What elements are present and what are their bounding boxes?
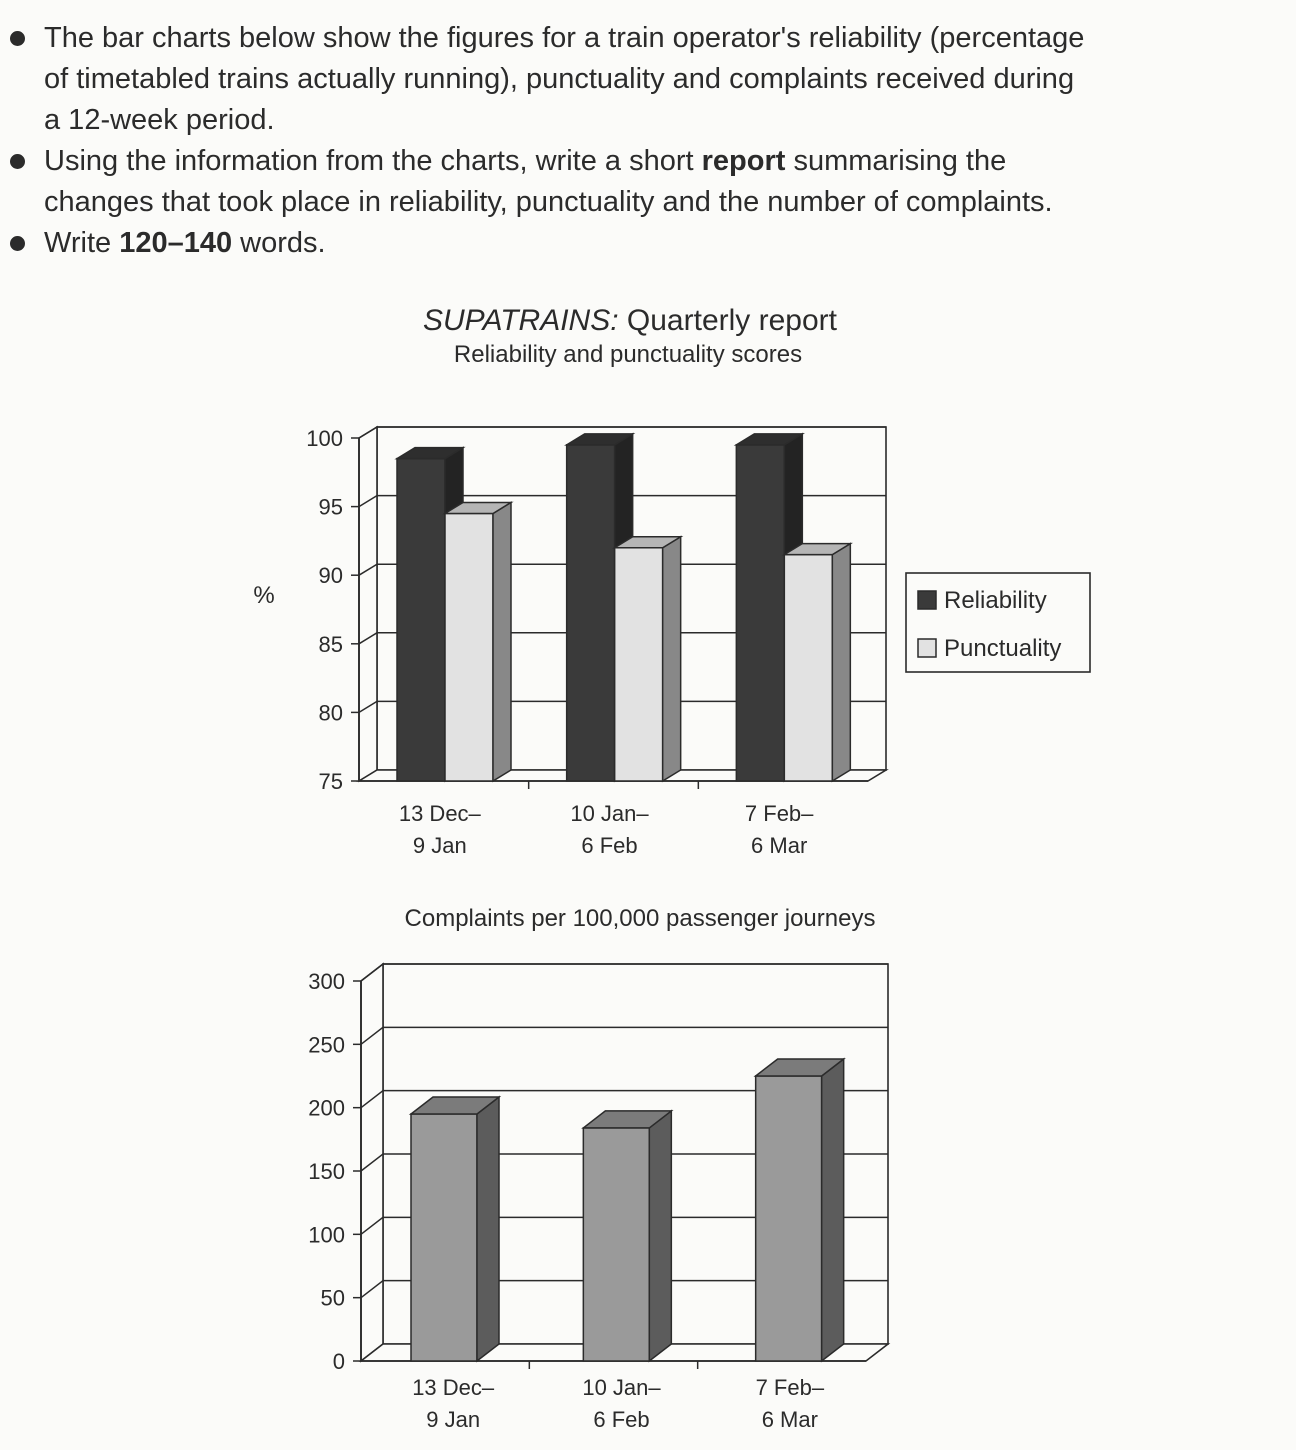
chart1-bar-reliability-front	[565, 444, 616, 782]
chart1-subtitle: Reliability and punctuality scores	[454, 341, 802, 368]
chart1-gridline	[358, 494, 886, 508]
chart2-xtick-label: 13 Dec–	[412, 1375, 495, 1400]
chart2-ytick-label: 150	[308, 1159, 345, 1184]
chart1-ytick-label: 80	[319, 700, 343, 725]
chart1-gridline	[358, 700, 886, 714]
chart1-bar-punctuality-top	[442, 501, 514, 515]
chart2-ytick-label: 0	[333, 1349, 345, 1374]
chart2-gridline	[360, 1279, 888, 1299]
chart2-ytick-label: 50	[321, 1286, 345, 1311]
chart1-side-wall	[358, 425, 378, 783]
bullet-icon	[10, 236, 25, 251]
chart1-bar-punctuality-front	[613, 547, 664, 782]
chart1-bar-punctuality-front	[444, 512, 494, 782]
chart2-bar-complaints-front	[582, 1127, 651, 1362]
chart2-plot: 300 250 200 150 100 50 0 13 Dec– 9 Jan 10 Jan– 6 F…	[308, 962, 891, 1432]
chart2-bar-complaints-side	[648, 1109, 673, 1363]
chart1-bar-punctuality-front	[783, 553, 834, 782]
chart1-bar-reliability-front	[735, 444, 786, 782]
chart2-ytick-label: 200	[308, 1096, 345, 1121]
chart1-bar-punctuality-side	[492, 501, 512, 783]
chart1-bar-punctuality-side	[661, 535, 682, 783]
chart2-title: Complaints per 100,000 passenger journey…	[405, 905, 876, 932]
chart2-xtick-label: 6 Feb	[593, 1407, 649, 1432]
chart2-xtick-label: 10 Jan–	[582, 1375, 661, 1400]
chart2-bar-complaints-top	[753, 1058, 846, 1077]
chart1-xtick-label: 6 Mar	[751, 833, 807, 858]
chart1-ylabel: %	[253, 582, 274, 609]
chart2-bar-complaints-top	[581, 1110, 674, 1129]
chart2-gridline	[360, 1089, 888, 1109]
chart1-gridline	[358, 563, 886, 576]
chart1-legend-label: Punctuality	[944, 635, 1061, 662]
chart1-xtick-label: 13 Dec–	[399, 801, 482, 826]
instruction-3: Write 120–140 words.	[0, 223, 1296, 264]
chart1-bar-punctuality-top	[612, 536, 684, 549]
chart1-legend-swatch-reliability	[917, 590, 937, 610]
chart2-bar-complaints-front	[754, 1075, 823, 1362]
instruction-2: Using the information from the charts, w…	[0, 141, 1296, 223]
chart2-ytick-label: 300	[308, 969, 345, 994]
chart1-bar-reliability-top	[733, 433, 805, 446]
chart2-xtick-label: 7 Feb–	[756, 1375, 825, 1400]
chart2-bar-complaints-top	[408, 1096, 502, 1115]
bullet-icon	[10, 31, 25, 46]
chart1-xtick-label: 7 Feb–	[745, 801, 814, 826]
chart1-bar-punctuality-top	[781, 542, 853, 556]
chart2-ytick-label: 100	[308, 1222, 345, 1247]
chart1-xtick-label: 6 Feb	[581, 833, 637, 858]
chart1-bar-reliability-top	[394, 446, 466, 460]
chart1-plot: 100 95 90 85 80 75 13 Dec– 9 Jan 10 Jan– 6 Feb 7 F…	[306, 425, 1091, 858]
chart2-gridline	[360, 1153, 888, 1172]
chart2-xtick-label: 6 Mar	[762, 1407, 818, 1432]
chart1-bar-punctuality-side	[831, 542, 852, 783]
chart1-xtick-label: 10 Jan–	[570, 801, 649, 826]
chart1-legend-label: Reliability	[944, 587, 1047, 614]
chart1-gridline	[358, 426, 886, 439]
chart2-xtick-label: 9 Jan	[426, 1407, 480, 1432]
chart2-ytick-label: 250	[308, 1032, 345, 1057]
chart2-gridline	[360, 1216, 888, 1235]
chart2-bar-complaints-side	[820, 1057, 845, 1363]
chart2-gridline	[360, 1026, 888, 1045]
instruction-1: The bar charts below show the figures fo…	[0, 18, 1296, 141]
chart1-title: SUPATRAINS: Quarterly report	[423, 304, 838, 337]
chart1-bar-reliability-front	[396, 457, 446, 782]
chart1-xtick-label: 9 Jan	[413, 833, 467, 858]
chart2-bar-complaints-side	[476, 1095, 500, 1363]
chart1-ytick-label: 90	[319, 563, 343, 588]
chart2-bar-complaints-front	[410, 1113, 478, 1362]
chart1-bar-reliability-top	[564, 433, 636, 446]
chart1-ytick-label: 85	[319, 632, 343, 657]
chart1-ytick-label: 95	[319, 495, 343, 520]
bullet-icon	[10, 154, 25, 169]
chart2-gridline	[360, 963, 888, 982]
instructions: The bar charts below show the figures fo…	[0, 18, 1296, 264]
chart1-legend-swatch-punctuality	[917, 638, 937, 658]
chart1-gridline	[358, 632, 886, 645]
chart1-ytick-label: 75	[319, 769, 343, 794]
chart1-ytick-label: 100	[306, 426, 343, 451]
